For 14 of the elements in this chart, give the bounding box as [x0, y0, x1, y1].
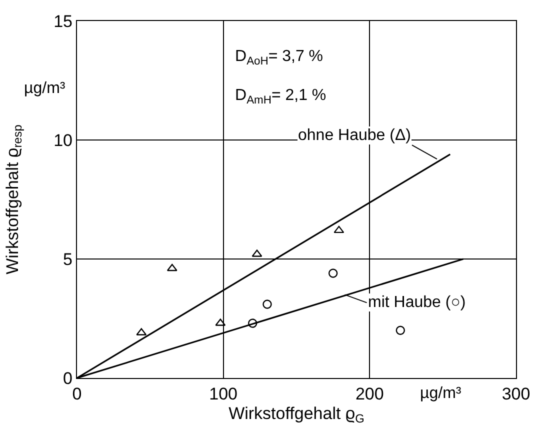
y-tick-label: 10 — [54, 130, 72, 150]
x-tick-label: 300 — [502, 384, 530, 404]
y-tick-label: 0 — [63, 368, 72, 388]
annotation: D$_{AmH}$= 2,1 % — [235, 87, 326, 106]
y-tick-label: 5 — [63, 250, 72, 269]
annotation: mit Haube (○) — [368, 294, 466, 311]
annotation: D$_{AoH}$= 3,7 % — [235, 48, 324, 68]
y-tick-label: 15 — [54, 12, 72, 31]
x-axis-title: Wirkstoffgehalt ϱ$_{G}$ — [228, 404, 364, 426]
annotation: ohne Haube (Δ) — [298, 127, 411, 144]
text: µg/m³ — [420, 385, 462, 402]
text: µg/m³ — [24, 80, 66, 97]
x-tick-label: 100 — [209, 384, 238, 404]
x-tick-label: 200 — [355, 384, 384, 404]
